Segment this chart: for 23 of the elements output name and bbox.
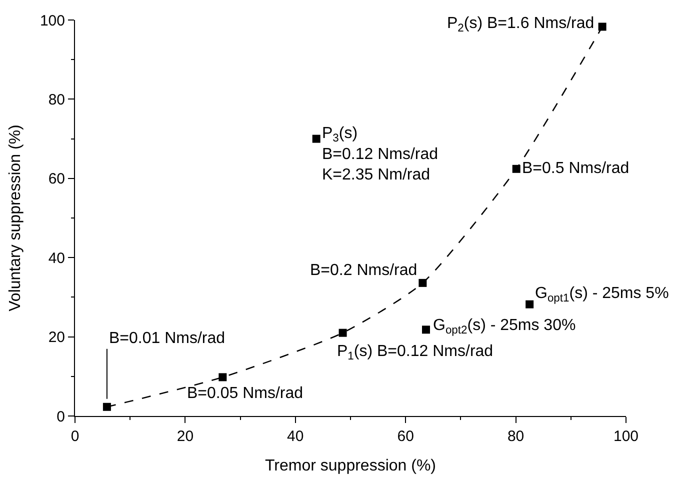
y-tick-label: 0 [56,408,65,426]
annotation: P$_{3}$(s) B=0.12 Nms/rad K=2.35 Nm/rad [322,125,438,184]
y-tick-label: 60 [48,170,65,188]
y-tick-label: 20 [48,329,65,346]
x-tick-label: 0 [70,428,80,445]
x-axis-title: Tremor suppression (%) [264,458,436,475]
x-tick-label: 20 [176,428,194,445]
y-tick-label: 80 [48,91,65,108]
annotation: B=0.2 Nms/rad [310,262,418,279]
annotation: P$_{2}$(s) B=1.6 Nms/rad [447,15,594,34]
x-tick-label: 40 [287,428,304,445]
x-tick-label: 100 [613,428,639,445]
y-axis-title: Voluntary suppression (%) [6,124,24,312]
annotation: G$_{opt2}$(s) - 25ms 30% [433,317,576,336]
annotation: G$_{opt1}$(s) - 25ms 5% [535,285,669,304]
annotation: B=0.5 Nms/rad [522,160,630,177]
x-tick-label: 80 [507,428,524,445]
annotation: P$_{1}$(s) B=0.12 Nms/rad [337,343,494,362]
y-tick-label: 100 [40,12,65,30]
annotation: B=0.05 Nms/rad [187,385,304,402]
annotation: B=0.01 Nms/rad [109,330,226,347]
x-tick-label: 60 [397,428,414,445]
y-tick-label: 40 [48,250,65,267]
